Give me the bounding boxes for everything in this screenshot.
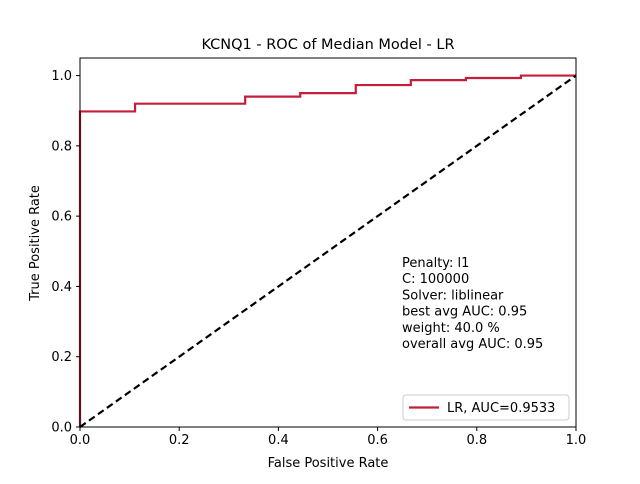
x-tick-label: 1.0: [566, 433, 587, 448]
annotation-line: Solver: liblinear: [402, 288, 504, 303]
x-tick-label: 0.0: [70, 433, 91, 448]
y-axis-label: True Positive Rate: [28, 185, 43, 302]
x-tick-label: 0.8: [466, 433, 487, 448]
y-tick-label: 0.6: [51, 210, 72, 225]
x-axis-label: False Positive Rate: [268, 456, 389, 471]
y-tick-label: 1.0: [51, 69, 72, 84]
axes-frame: [79, 57, 577, 428]
legend-box: [402, 394, 570, 421]
x-tick-label: 0.2: [169, 433, 190, 448]
annotation-line: weight: 40.0 %: [402, 321, 500, 336]
chance-diagonal-line: [79, 74, 577, 428]
x-tick-label: 0.6: [367, 433, 388, 448]
y-tick-label: 0.4: [51, 280, 72, 295]
y-tick-label: 0.0: [51, 421, 72, 436]
legend-label: LR, AUC=0.9533: [447, 401, 555, 416]
annotation-line: best avg AUC: 0.95: [402, 305, 527, 320]
annotation-line: Penalty: l1: [402, 256, 469, 271]
legend: LR, AUC=0.9533: [402, 394, 570, 421]
annotation-line: C: 100000: [402, 272, 469, 287]
roc-curve-line: [78, 74, 576, 427]
y-tick-label: 0.8: [51, 139, 72, 154]
y-tick-label: 0.2: [51, 350, 72, 365]
annotation-line: overall avg AUC: 0.95: [402, 337, 543, 352]
x-tick-label: 0.4: [268, 433, 289, 448]
series-group: [78, 74, 577, 428]
plot-area: 0.0 0.2 0.4 0.6 0.8 1.0 0.0 0.2 0.4 0.6 0.8 1.0: [51, 57, 587, 448]
chart-title: KCNQ1 - ROC of Median Model - LR: [201, 37, 454, 53]
